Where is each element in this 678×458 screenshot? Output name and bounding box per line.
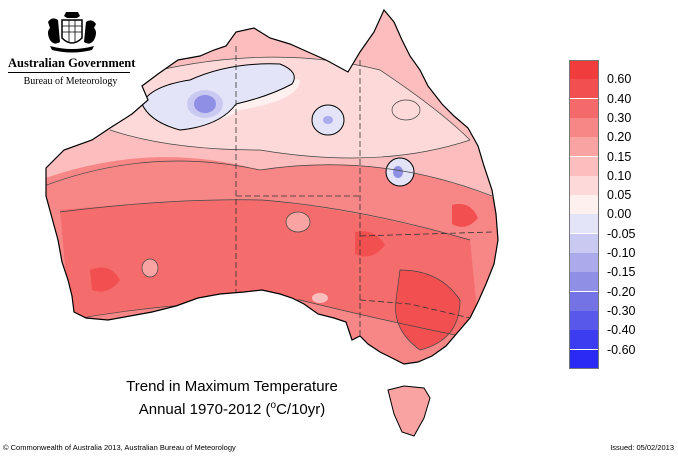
legend-label: -0.30 bbox=[607, 303, 636, 318]
legend-label: 0.30 bbox=[607, 110, 632, 125]
legend-label: -0.15 bbox=[607, 265, 636, 280]
legend-label: -0.60 bbox=[607, 342, 636, 357]
issued-date: Issued: 05/02/2013 bbox=[610, 443, 674, 452]
legend-label: 0.05 bbox=[607, 188, 632, 203]
legend-label: -0.40 bbox=[607, 323, 636, 338]
legend-label: 0.10 bbox=[607, 168, 632, 183]
legend-label: 0.40 bbox=[607, 91, 632, 106]
copyright-text: © Commonwealth of Australia 2013, Austra… bbox=[3, 443, 236, 452]
tasmania bbox=[387, 385, 431, 437]
title-line-1: Trend in Maximum Temperature bbox=[126, 378, 338, 395]
coat-of-arms-icon bbox=[48, 12, 96, 53]
legend-frame bbox=[569, 60, 599, 369]
state-borders bbox=[235, 46, 493, 336]
government-label: Australian Government bbox=[8, 56, 136, 70]
legend-label: 0.15 bbox=[607, 149, 632, 164]
legend-label: -0.10 bbox=[607, 246, 636, 260]
bom-logo: Australian Government Bureau of Meteorol… bbox=[8, 8, 136, 92]
legend-label: 0.00 bbox=[607, 207, 632, 222]
map-title: Trend in Maximum Temperature Annual 1970… bbox=[82, 377, 382, 419]
logo-divider bbox=[8, 72, 130, 73]
legend-label: -0.20 bbox=[607, 284, 636, 299]
legend-label: 0.60 bbox=[607, 72, 632, 87]
legend: 0.60 0.40 0.30 0.20 0.15 0.10 0.05 0.00 -0.05 -0.… bbox=[567, 60, 647, 370]
legend-label: -0.05 bbox=[607, 226, 636, 241]
bureau-label: Bureau of Meteorology bbox=[23, 76, 118, 87]
legend-label: 0.20 bbox=[607, 130, 632, 145]
title-line-2: Annual 1970-2012 (oC/10yr) bbox=[138, 400, 326, 418]
